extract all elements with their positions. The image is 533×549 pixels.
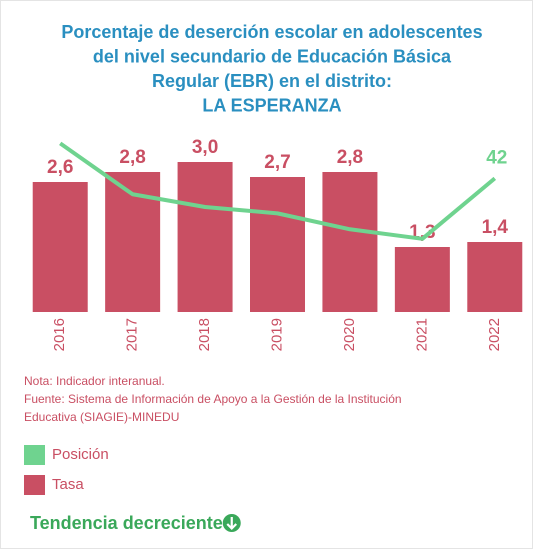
note: Educativa (SIAGIE)-MINEDU bbox=[24, 410, 179, 424]
data-label: 3,0 bbox=[192, 137, 218, 158]
bar bbox=[32, 182, 88, 312]
note: Nota: Indicador interanual. bbox=[24, 374, 165, 388]
trend-label: Tendencia decreciente bbox=[30, 513, 223, 533]
line bbox=[59, 141, 497, 241]
bar bbox=[322, 172, 378, 312]
bar bbox=[394, 247, 450, 312]
data-label: 2,8 bbox=[337, 147, 363, 168]
chart-title: Regular (EBR) en el distrito: bbox=[152, 71, 392, 91]
x-tick-label: 2022 bbox=[486, 318, 503, 351]
x-tick-label: 2021 bbox=[413, 318, 430, 351]
legend-swatch bbox=[24, 445, 45, 465]
data-label: 2,8 bbox=[119, 147, 145, 168]
x-tick-label: 2020 bbox=[341, 318, 358, 351]
note: Fuente: Sistema de Información de Apoyo … bbox=[24, 392, 402, 406]
x-tick-label: 2016 bbox=[51, 318, 68, 351]
data-label: 42 bbox=[486, 147, 507, 168]
data-label: 2,6 bbox=[47, 157, 73, 178]
legend-label: Posición bbox=[52, 446, 109, 463]
data-label: 1,4 bbox=[482, 217, 509, 238]
chart-title: LA ESPERANZA bbox=[202, 95, 341, 115]
x-tick-label: 2018 bbox=[196, 318, 213, 351]
x-tick-label: 2017 bbox=[124, 318, 141, 351]
legend-swatch bbox=[24, 475, 45, 495]
bar bbox=[467, 242, 523, 312]
x-tick-label: 2019 bbox=[268, 318, 285, 351]
data-label: 2,7 bbox=[264, 152, 290, 173]
trend-arrow bbox=[226, 517, 238, 531]
bar bbox=[250, 177, 305, 312]
chart-title: del nivel secundario de Educación Básica bbox=[93, 46, 452, 66]
bar bbox=[177, 162, 233, 312]
legend-label: Tasa bbox=[52, 476, 84, 493]
chart-title: Porcentaje de deserción escolar en adole… bbox=[61, 22, 482, 42]
